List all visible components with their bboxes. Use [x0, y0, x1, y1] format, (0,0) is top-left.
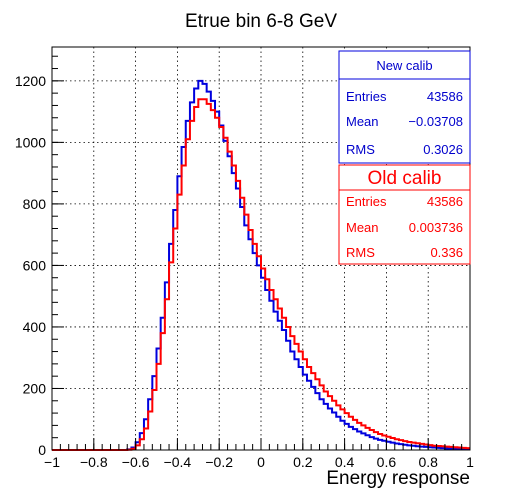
y-tick-labels: 0 200 400 600 800 1000 1200: [15, 73, 46, 458]
new-mean-value: −0.03708: [408, 114, 463, 129]
x-axis-label: Energy response: [326, 468, 470, 489]
legend-old-calib: Old calib: [368, 168, 442, 189]
old-mean-label: Mean: [346, 220, 379, 235]
x-tick-label: 0.6: [377, 454, 397, 470]
x-tick-label: 0.2: [293, 454, 313, 470]
old-mean-value: 0.003736: [409, 220, 463, 235]
new-entries-value: 43586: [427, 89, 463, 104]
histogram-series: [52, 79, 470, 451]
new-mean-label: Mean: [346, 114, 379, 129]
x-tick-label: 0.8: [418, 454, 438, 470]
y-tick-label: 400: [23, 319, 47, 335]
y-tick-label: 1000: [15, 134, 46, 150]
histogram-series-old-calib: [52, 98, 470, 451]
old-rms-label: RMS: [346, 245, 375, 260]
y-tick-label: 600: [23, 257, 47, 273]
stats-box-new-calib: New calib Entries 43586 Mean −0.03708 RM…: [338, 50, 471, 164]
y-tick-label: 200: [23, 380, 47, 396]
legend-new-calib: New calib: [376, 58, 432, 73]
new-entries-label: Entries: [346, 89, 387, 104]
x-tick-label: −0.4: [164, 454, 192, 470]
x-tick-label: −0.6: [122, 454, 150, 470]
y-tick-label: 800: [23, 196, 47, 212]
axis-ticks: [51, 55, 471, 451]
x-tick-label: −0.2: [205, 454, 233, 470]
x-tick-label: −0.8: [80, 454, 108, 470]
old-entries-label: Entries: [346, 194, 387, 209]
chart-title: Etrue bin 6-8 GeV: [185, 11, 337, 32]
y-tick-label: 1200: [15, 73, 46, 89]
old-rms-value: 0.336: [430, 245, 463, 260]
x-tick-label: 1: [466, 454, 474, 470]
x-tick-label: 0: [257, 454, 265, 470]
stats-box-old-calib: Old calib Entries 43586 Mean 0.003736 RM…: [338, 164, 471, 265]
y-tick-label: 0: [38, 442, 46, 458]
x-tick-labels: −1 −0.8 −0.6 −0.4 −0.2 0 0.2 0.4 0.6 0.8 1: [44, 454, 474, 470]
new-rms-label: RMS: [346, 142, 375, 157]
new-rms-value: 0.3026: [423, 142, 463, 157]
x-tick-label: 0.4: [335, 454, 355, 470]
x-tick-label: −1: [44, 454, 60, 470]
old-entries-value: 43586: [427, 194, 463, 209]
